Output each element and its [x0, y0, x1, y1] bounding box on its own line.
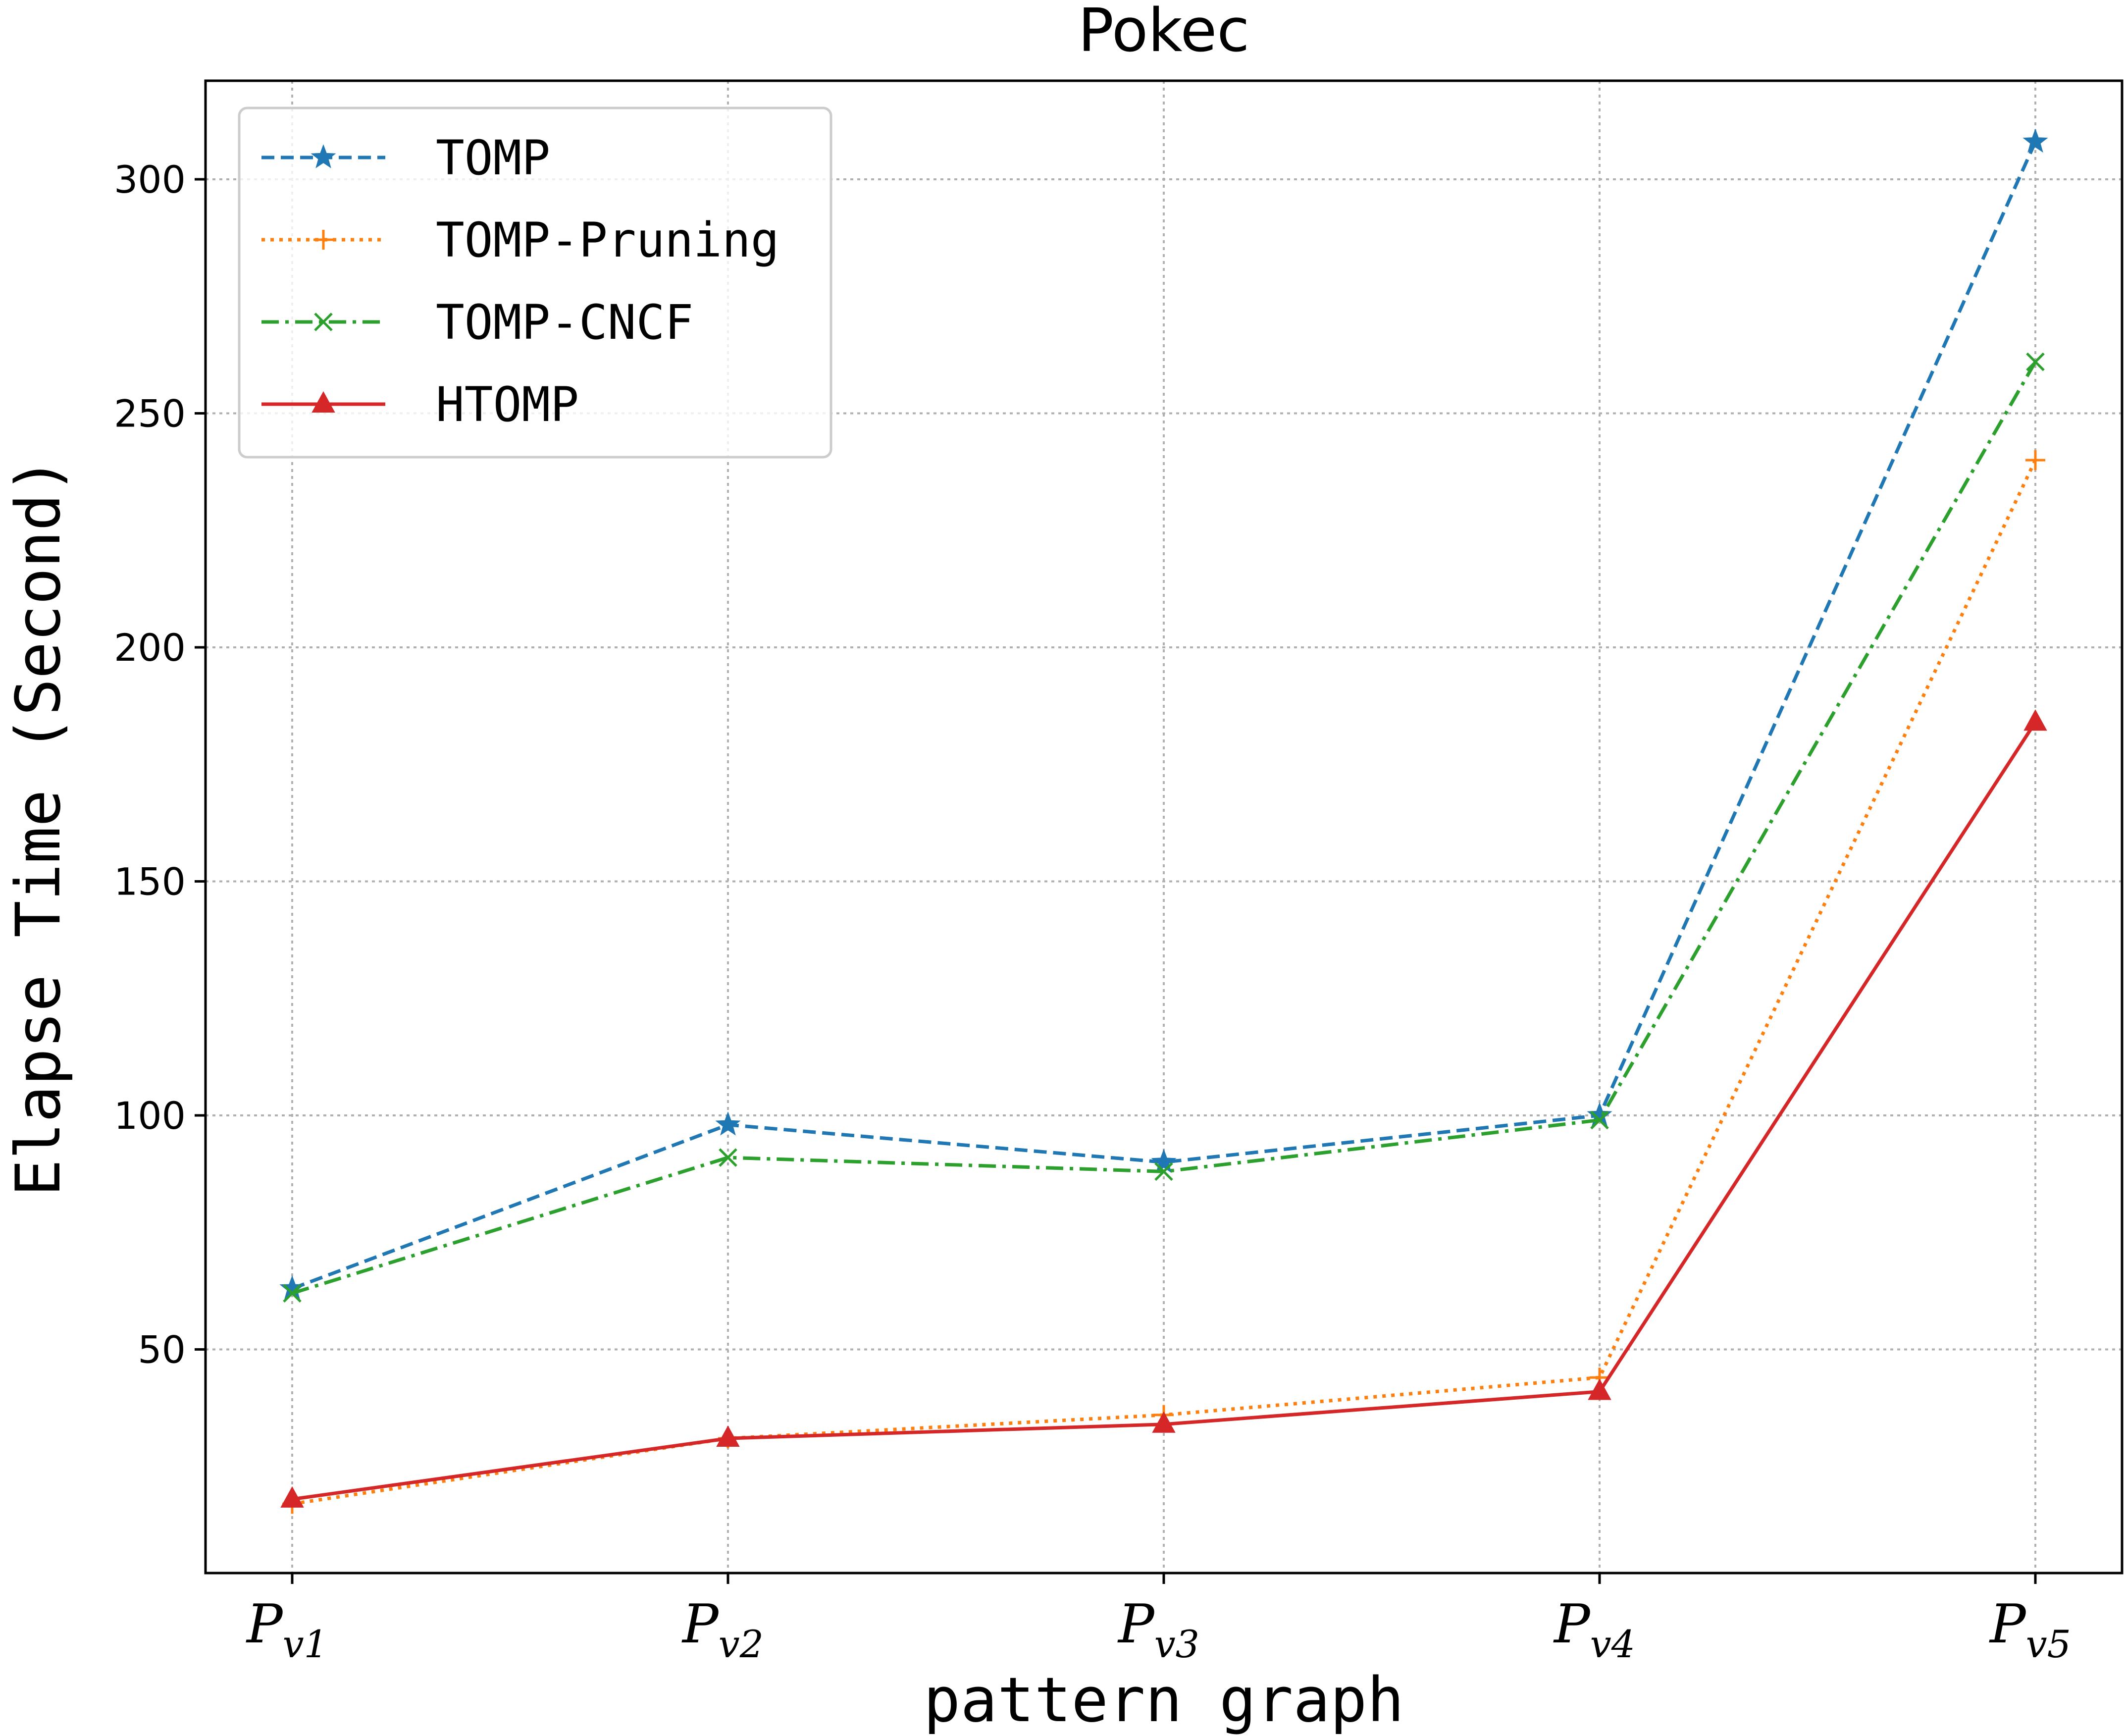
x-tick-label: Pv1: [246, 1593, 328, 1666]
legend-item-htomp: HTOMP: [261, 377, 579, 432]
series-layer: [279, 128, 2048, 1514]
series-tomp: [279, 128, 2048, 1300]
chart-title: Pokec: [1078, 0, 1250, 65]
legend-item-tomp-cncf: TOMP-CNCF: [261, 295, 693, 350]
legend-item-tomp-pruning: TOMP-Pruning: [261, 212, 779, 268]
data-point-tomp-cncf: [1590, 1110, 1609, 1130]
data-point-tomp: [715, 1111, 741, 1136]
data-point-htomp: [280, 1486, 304, 1508]
data-point-tomp-pruning: [2025, 450, 2045, 470]
y-tick-label: 300: [114, 158, 186, 202]
axis-ticks: 50 100 150 200 250 300 Pv1 Pv2 Pv3 Pv4 Pv5: [114, 158, 2071, 1666]
data-point-htomp: [1152, 1411, 1176, 1433]
data-point-tomp: [1151, 1149, 1177, 1173]
y-tick-label: 200: [114, 626, 186, 670]
x-axis-title: pattern graph: [924, 1665, 1404, 1736]
y-tick-label: 150: [114, 860, 186, 904]
data-point-htomp: [1588, 1378, 1611, 1400]
y-tick-label: 50: [138, 1328, 186, 1372]
data-point-tomp-cncf: [719, 1148, 737, 1167]
legend-frame: [238, 106, 832, 459]
legend-marker-tomp-cncf: [314, 313, 333, 331]
data-point-htomp: [2023, 709, 2047, 731]
x-tick-label: Pv2: [681, 1593, 764, 1666]
y-axis-title: Elapse Time (Second): [3, 457, 74, 1196]
legend-label-tomp-cncf: TOMP-CNCF: [436, 295, 693, 350]
legend-marker-tomp-pruning: [313, 230, 333, 250]
series-htomp: [280, 709, 2047, 1508]
series-line-tomp: [291, 141, 2037, 1290]
x-tick-label: Pv5: [1989, 1593, 2071, 1666]
x-tick-label: Pv4: [1553, 1593, 1635, 1666]
legend-label-tomp: TOMP: [436, 130, 550, 186]
legend-item-tomp: TOMP: [261, 130, 550, 186]
legend-marker-tomp: [311, 144, 336, 168]
y-tick-label: 250: [114, 392, 186, 436]
data-point-tomp-cncf: [1154, 1162, 1173, 1181]
legend-label-htomp: HTOMP: [436, 377, 579, 432]
data-point-tomp-cncf: [283, 1284, 302, 1303]
data-point-tomp-cncf: [2026, 352, 2045, 371]
data-point-htomp: [716, 1425, 740, 1447]
series-tomp-cncf: [283, 352, 2045, 1303]
legend-label-tomp-pruning: TOMP-Pruning: [436, 212, 779, 268]
legend: TOMP TOMP-Pruning TOMP-CNCF HTOMP: [238, 106, 832, 459]
y-tick-label: 100: [114, 1094, 186, 1138]
legend-marker-htomp: [311, 391, 335, 413]
data-point-tomp: [2022, 128, 2048, 153]
x-tick-label: Pv3: [1117, 1593, 1199, 1666]
